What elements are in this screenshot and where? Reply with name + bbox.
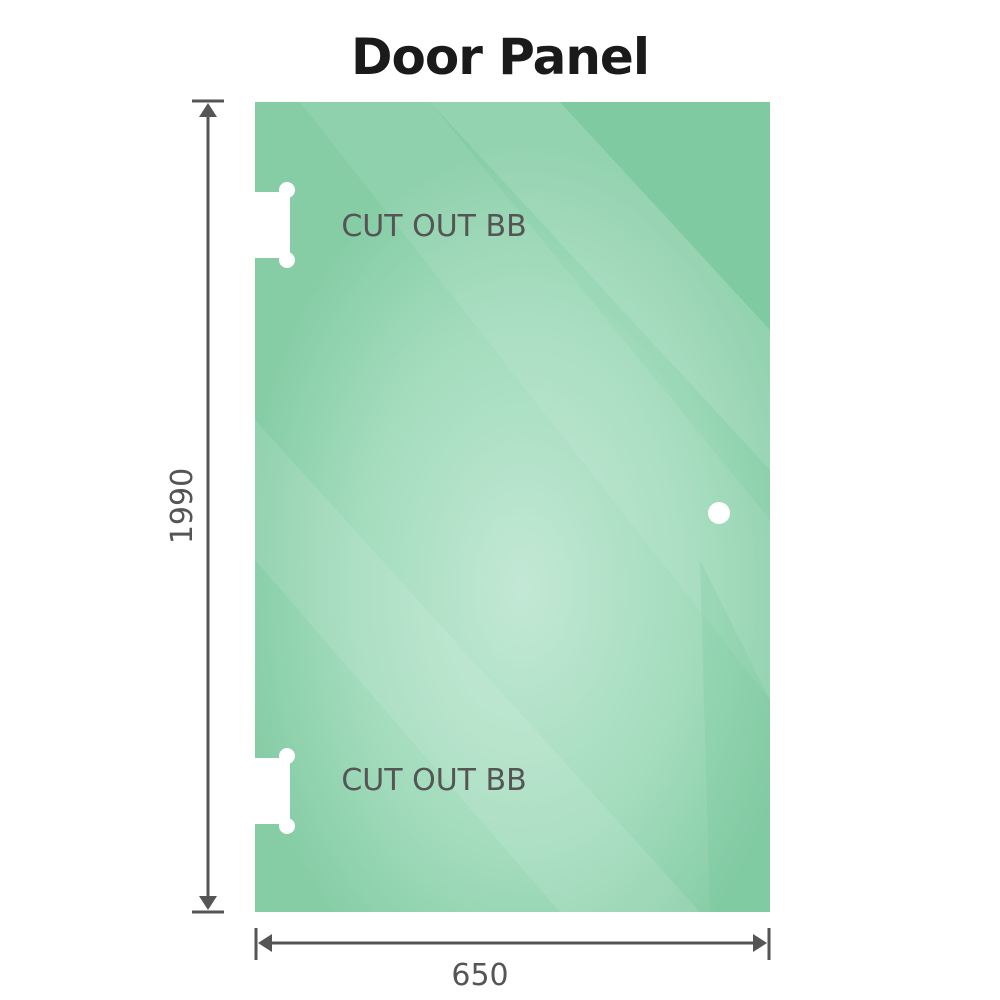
height-label: 1990 bbox=[165, 468, 200, 544]
width-label: 650 bbox=[451, 958, 508, 993]
glass-reflections bbox=[255, 102, 770, 912]
arrow-up-icon bbox=[199, 103, 217, 117]
cutout-label-top: CUT OUT BB bbox=[341, 209, 526, 244]
cutout-top bbox=[250, 182, 295, 268]
cutout-bottom bbox=[250, 748, 295, 834]
width-dimension bbox=[254, 928, 771, 960]
arrow-down-icon bbox=[199, 896, 217, 910]
handle-hole bbox=[708, 502, 730, 524]
cutout-label-bottom: CUT OUT BB bbox=[341, 763, 526, 798]
glass-panel bbox=[255, 102, 770, 912]
arrow-right-icon bbox=[753, 934, 767, 952]
arrow-left-icon bbox=[258, 934, 272, 952]
height-dimension bbox=[192, 99, 224, 914]
page-title: Door Panel bbox=[351, 28, 650, 86]
